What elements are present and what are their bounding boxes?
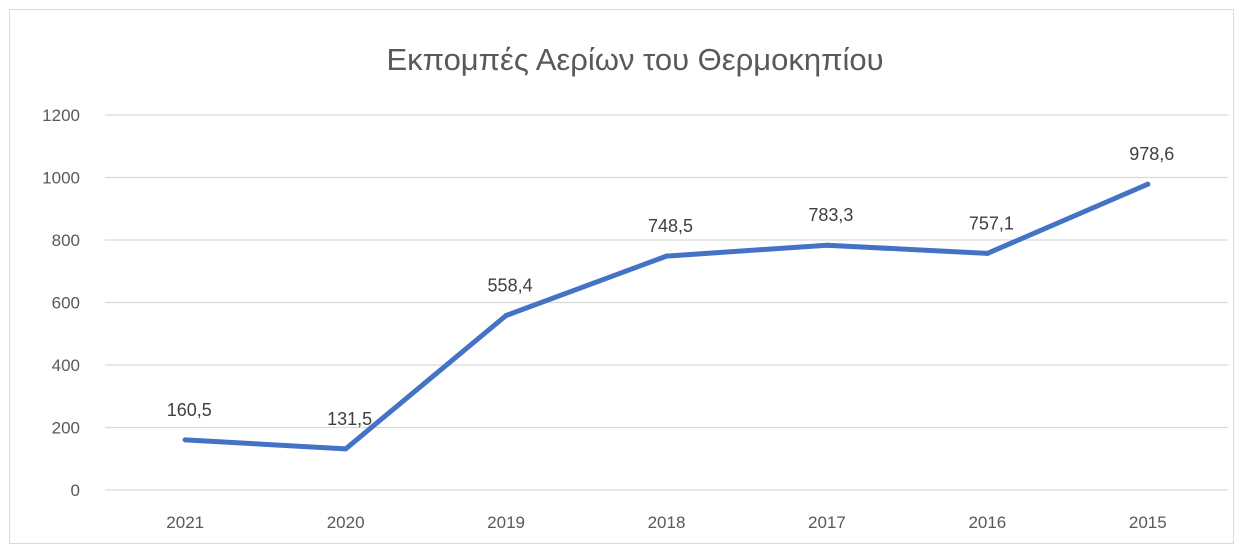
y-tick-label: 1000 [42,169,80,188]
data-point [182,437,188,443]
data-point [1145,181,1151,187]
x-tick-label: 2016 [968,513,1006,532]
data-label: 131,5 [327,409,372,429]
data-point [343,446,349,452]
y-axis-tick-labels: 0 200 400 600 800 1000 1200 [42,106,80,500]
data-point [984,250,990,256]
x-tick-label: 2017 [808,513,846,532]
data-label: 978,6 [1129,144,1174,164]
chart-title: Εκπομπές Αερίων του Θερμοκηπίου [386,42,883,77]
x-tick-label: 2018 [648,513,686,532]
x-tick-label: 2020 [327,513,365,532]
data-point [824,242,830,248]
data-point [664,253,669,259]
y-tick-label: 0 [71,481,80,500]
data-labels: 160,5 131,5 558,4 748,5 783,3 757,1 978,6 [167,144,1175,429]
x-tick-label: 2019 [487,513,525,532]
data-label: 783,3 [808,205,853,225]
y-tick-label: 800 [52,231,80,250]
y-tick-label: 400 [52,356,80,375]
x-tick-label: 2021 [166,513,204,532]
series-line-group [182,181,1151,452]
data-label: 757,1 [969,213,1014,233]
chart-area [9,9,1234,544]
x-tick-label: 2015 [1129,513,1167,532]
data-point [503,313,509,318]
data-label: 748,5 [648,216,693,236]
y-tick-label: 1200 [42,106,80,125]
data-label: 558,4 [488,276,533,296]
x-axis-tick-labels: 2021 2020 2019 2018 2017 2016 2015 [166,513,1166,532]
y-tick-label: 200 [52,419,80,438]
gridlines [105,114,1228,491]
y-tick-label: 600 [52,294,80,313]
data-label: 160,5 [167,400,212,420]
